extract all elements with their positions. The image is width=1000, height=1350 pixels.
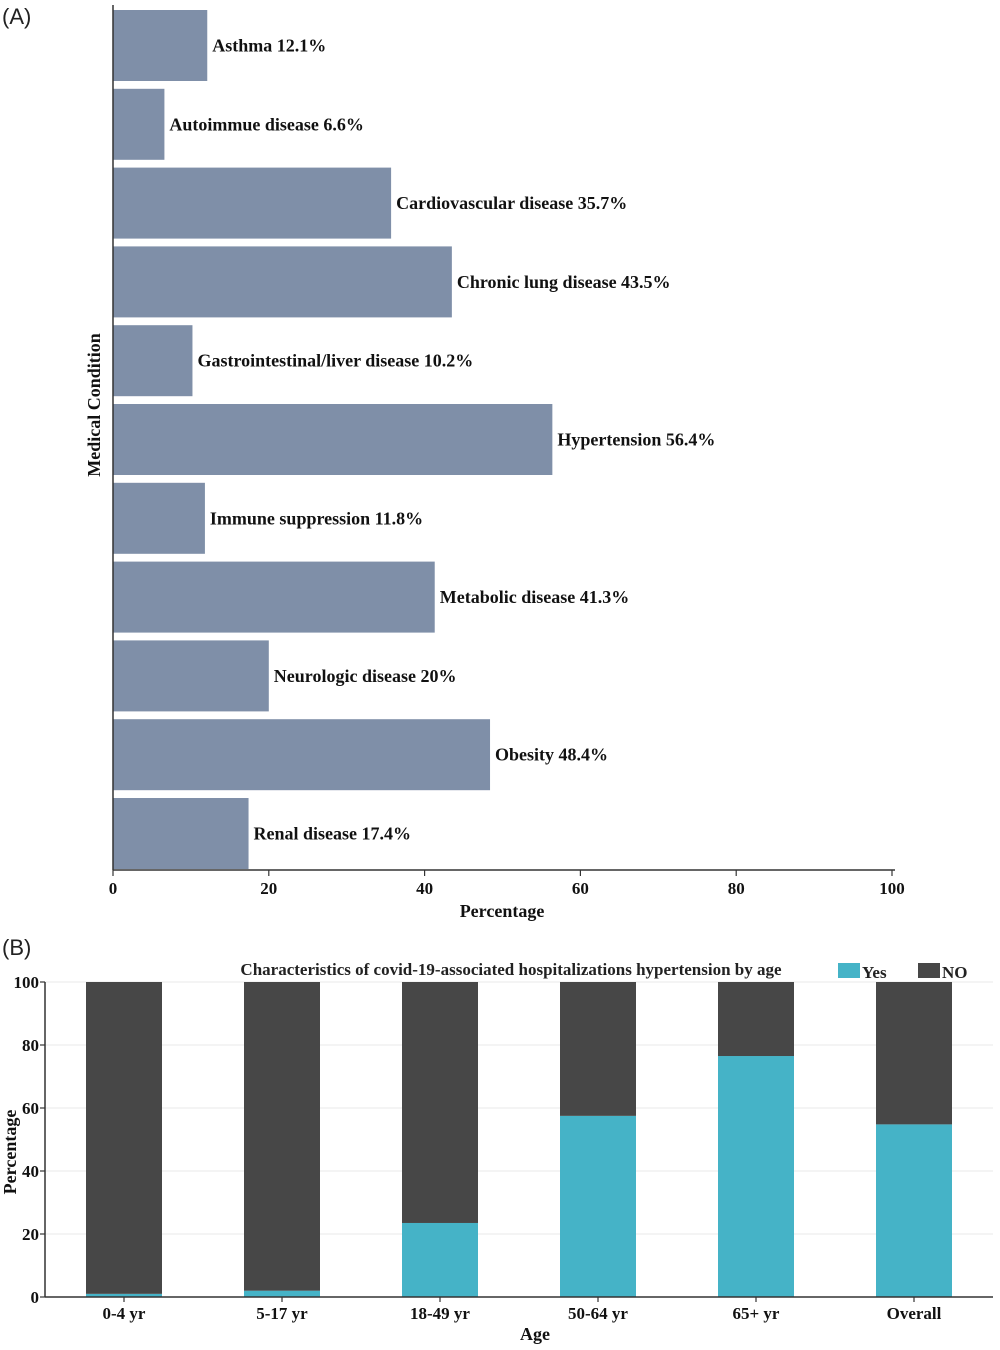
- chart-a: (A) Asthma 12.1% Autoimmue disease 6.6% Ca…: [2, 4, 905, 921]
- bar-no-0: [86, 982, 162, 1294]
- chart-b-gridlines: [45, 981, 993, 1235]
- chart-a-bar-labels: Asthma 12.1% Autoimmue disease 6.6% Cardio…: [169, 36, 715, 844]
- x-tick-label-3: 60: [572, 879, 589, 898]
- legend-label-yes: Yes: [862, 963, 887, 982]
- chart-b-y-ticks: 0 20 40 60 80 100: [14, 973, 45, 1307]
- bar-yes-1: [244, 1290, 320, 1297]
- x-tick-label-0: 0: [109, 879, 118, 898]
- bar-no-2: [402, 982, 478, 1223]
- bar-label-3: Chronic lung disease 43.5%: [457, 272, 671, 292]
- bar-label-4: Gastrointestinal/liver disease 10.2%: [197, 351, 473, 371]
- x-tick-label-1: 20: [260, 879, 277, 898]
- bar-no-3: [560, 982, 636, 1116]
- bar-label-6: Immune suppression 11.8%: [210, 508, 423, 528]
- bar-8: [113, 640, 269, 712]
- bar-label-0: Asthma 12.1%: [212, 36, 326, 56]
- x-tick-label-4: 80: [728, 879, 745, 898]
- x-tick-label-2: 18-49 yr: [410, 1304, 470, 1323]
- bar-4: [113, 325, 193, 397]
- y-tick-label-0: 0: [31, 1288, 40, 1307]
- x-tick-label-4: 65+ yr: [733, 1304, 780, 1323]
- bar-yes-2: [402, 1222, 478, 1297]
- bar-label-2: Cardiovascular disease 35.7%: [396, 193, 627, 213]
- y-tick-label-2: 40: [22, 1162, 39, 1181]
- x-tick-label-2: 40: [416, 879, 433, 898]
- chart-b-x-ticks: 0-4 yr 5-17 yr 18-49 yr 50-64 yr 65+ yr Overa…: [103, 1297, 942, 1323]
- x-tick-label-1: 5-17 yr: [256, 1304, 308, 1323]
- bar-3: [113, 246, 452, 318]
- legend-label-no: NO: [942, 963, 968, 982]
- x-tick-label-3: 50-64 yr: [568, 1304, 628, 1323]
- bar-yes-3: [560, 1115, 636, 1297]
- bar-6: [113, 482, 205, 554]
- bar-2: [113, 167, 392, 239]
- bar-label-7: Metabolic disease 41.3%: [440, 587, 629, 607]
- y-tick-label-1: 20: [22, 1225, 39, 1244]
- bar-7: [113, 561, 435, 633]
- chart-b-title: Characteristics of covid-19-associated h…: [240, 960, 782, 979]
- chart-b-legend: Yes NO: [838, 963, 968, 982]
- bar-no-1: [244, 982, 320, 1291]
- legend-swatch-yes: [838, 963, 860, 978]
- chart-b-bars: [86, 982, 952, 1297]
- bar-5: [113, 404, 553, 475]
- y-tick-label-3: 60: [22, 1099, 39, 1118]
- bar-yes-5: [876, 1124, 952, 1297]
- bar-1: [113, 88, 165, 160]
- chart-a-x-ticks: 0 20 40 60 80 100: [109, 870, 905, 898]
- chart-b: (B) Characteristics of covid-19-associat…: [0, 935, 993, 1344]
- legend-swatch-no: [918, 963, 940, 978]
- bar-label-9: Obesity 48.4%: [495, 745, 608, 765]
- chart-b-y-axis-title: Percentage: [0, 1110, 20, 1195]
- chart-a-bars: [113, 10, 553, 869]
- bar-10: [113, 798, 249, 869]
- bar-label-1: Autoimmue disease 6.6%: [169, 114, 364, 134]
- y-tick-label-5: 100: [14, 973, 40, 992]
- y-tick-label-4: 80: [22, 1036, 39, 1055]
- bar-label-8: Neurologic disease 20%: [274, 666, 457, 686]
- bar-no-4: [718, 982, 794, 1057]
- bar-0: [113, 10, 208, 81]
- bar-9: [113, 719, 491, 791]
- chart-a-x-axis-title: Percentage: [460, 901, 545, 921]
- bar-yes-4: [718, 1056, 794, 1297]
- x-tick-label-0: 0-4 yr: [103, 1304, 146, 1323]
- bar-label-10: Renal disease 17.4%: [254, 824, 412, 844]
- chart-b-x-axis-title: Age: [520, 1324, 550, 1344]
- x-tick-label-5: Overall: [887, 1304, 942, 1323]
- bar-no-5: [876, 982, 952, 1125]
- bar-label-5: Hypertension 56.4%: [557, 430, 715, 450]
- panel-label-a: (A): [2, 4, 31, 29]
- panel-label-b: (B): [2, 935, 31, 960]
- x-tick-label-5: 100: [879, 879, 905, 898]
- chart-a-y-axis-title: Medical Condition: [84, 333, 104, 477]
- bar-yes-0: [86, 1293, 162, 1297]
